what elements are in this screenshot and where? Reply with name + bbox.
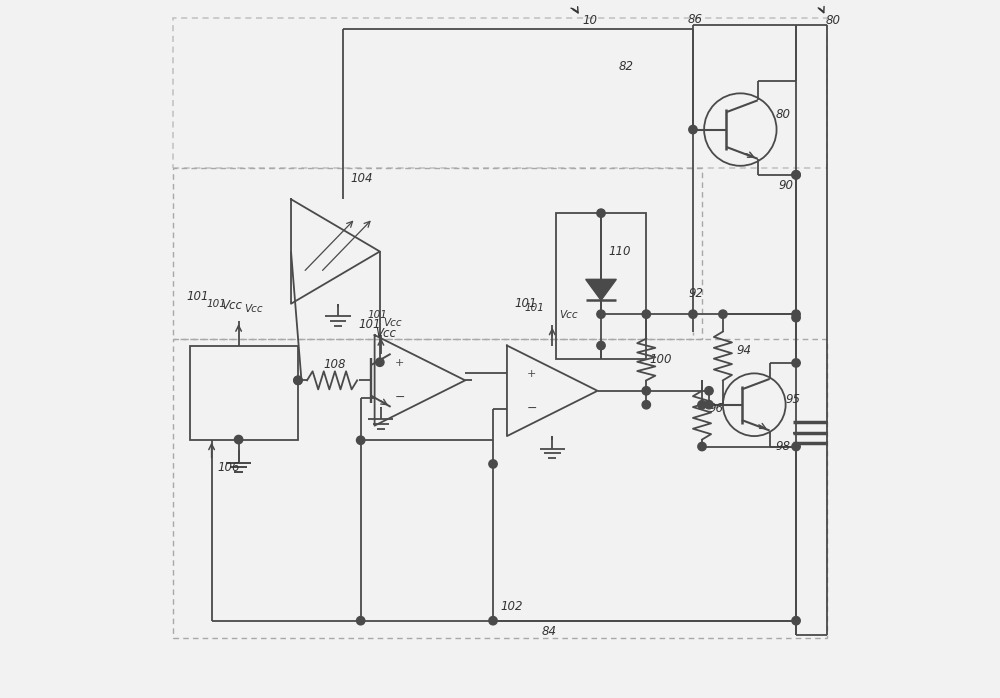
Circle shape [792,313,800,322]
Text: Vcc: Vcc [221,299,242,311]
Circle shape [489,460,497,468]
Text: 82: 82 [618,60,633,73]
Text: 101: 101 [187,290,209,303]
Text: 101: 101 [206,299,226,309]
Circle shape [376,358,384,366]
Bar [556,213,646,359]
Text: 80: 80 [826,14,841,27]
Text: 80: 80 [775,107,790,121]
Bar [190,346,298,440]
Text: +: + [395,358,404,368]
Circle shape [792,443,800,451]
Text: Vcc: Vcc [384,318,402,328]
Circle shape [719,310,727,318]
Circle shape [705,401,713,409]
Text: 110: 110 [608,245,630,258]
Circle shape [705,387,713,395]
Text: 86: 86 [688,13,703,26]
Circle shape [294,376,302,385]
Circle shape [689,310,697,318]
Text: Vcc: Vcc [375,327,396,340]
Circle shape [489,616,497,625]
Text: 95: 95 [786,393,801,406]
Circle shape [597,341,605,350]
Text: −: − [394,391,405,404]
Text: 100: 100 [650,353,672,366]
Text: 10: 10 [582,14,597,27]
Circle shape [356,436,365,445]
Circle shape [234,436,243,444]
Circle shape [792,616,800,625]
Text: 98: 98 [775,440,790,453]
Text: −: − [527,401,537,415]
Circle shape [698,443,706,451]
Text: 90: 90 [779,179,794,192]
Circle shape [698,401,706,409]
Circle shape [689,126,697,134]
Circle shape [792,359,800,367]
Circle shape [642,310,650,318]
Text: 106: 106 [218,461,240,474]
Text: 101: 101 [524,303,544,313]
Text: 101: 101 [368,310,388,320]
Text: 101: 101 [514,297,536,310]
Circle shape [792,171,800,179]
Circle shape [792,310,800,318]
Text: +: + [527,369,537,378]
Circle shape [597,310,605,318]
Circle shape [597,209,605,217]
Circle shape [642,401,650,409]
Text: Vcc: Vcc [244,304,263,314]
Text: 84: 84 [542,625,557,637]
Circle shape [792,171,800,179]
Text: 104: 104 [350,172,373,185]
Circle shape [356,616,365,625]
Text: Vcc: Vcc [559,310,578,320]
Text: 94: 94 [737,344,752,357]
Polygon shape [586,279,616,300]
Circle shape [642,387,650,395]
Text: 102: 102 [500,600,522,614]
Circle shape [294,376,302,385]
Text: 101: 101 [359,318,381,331]
Text: 92: 92 [688,287,703,299]
Text: 108: 108 [324,358,346,371]
Text: 96: 96 [709,401,724,415]
